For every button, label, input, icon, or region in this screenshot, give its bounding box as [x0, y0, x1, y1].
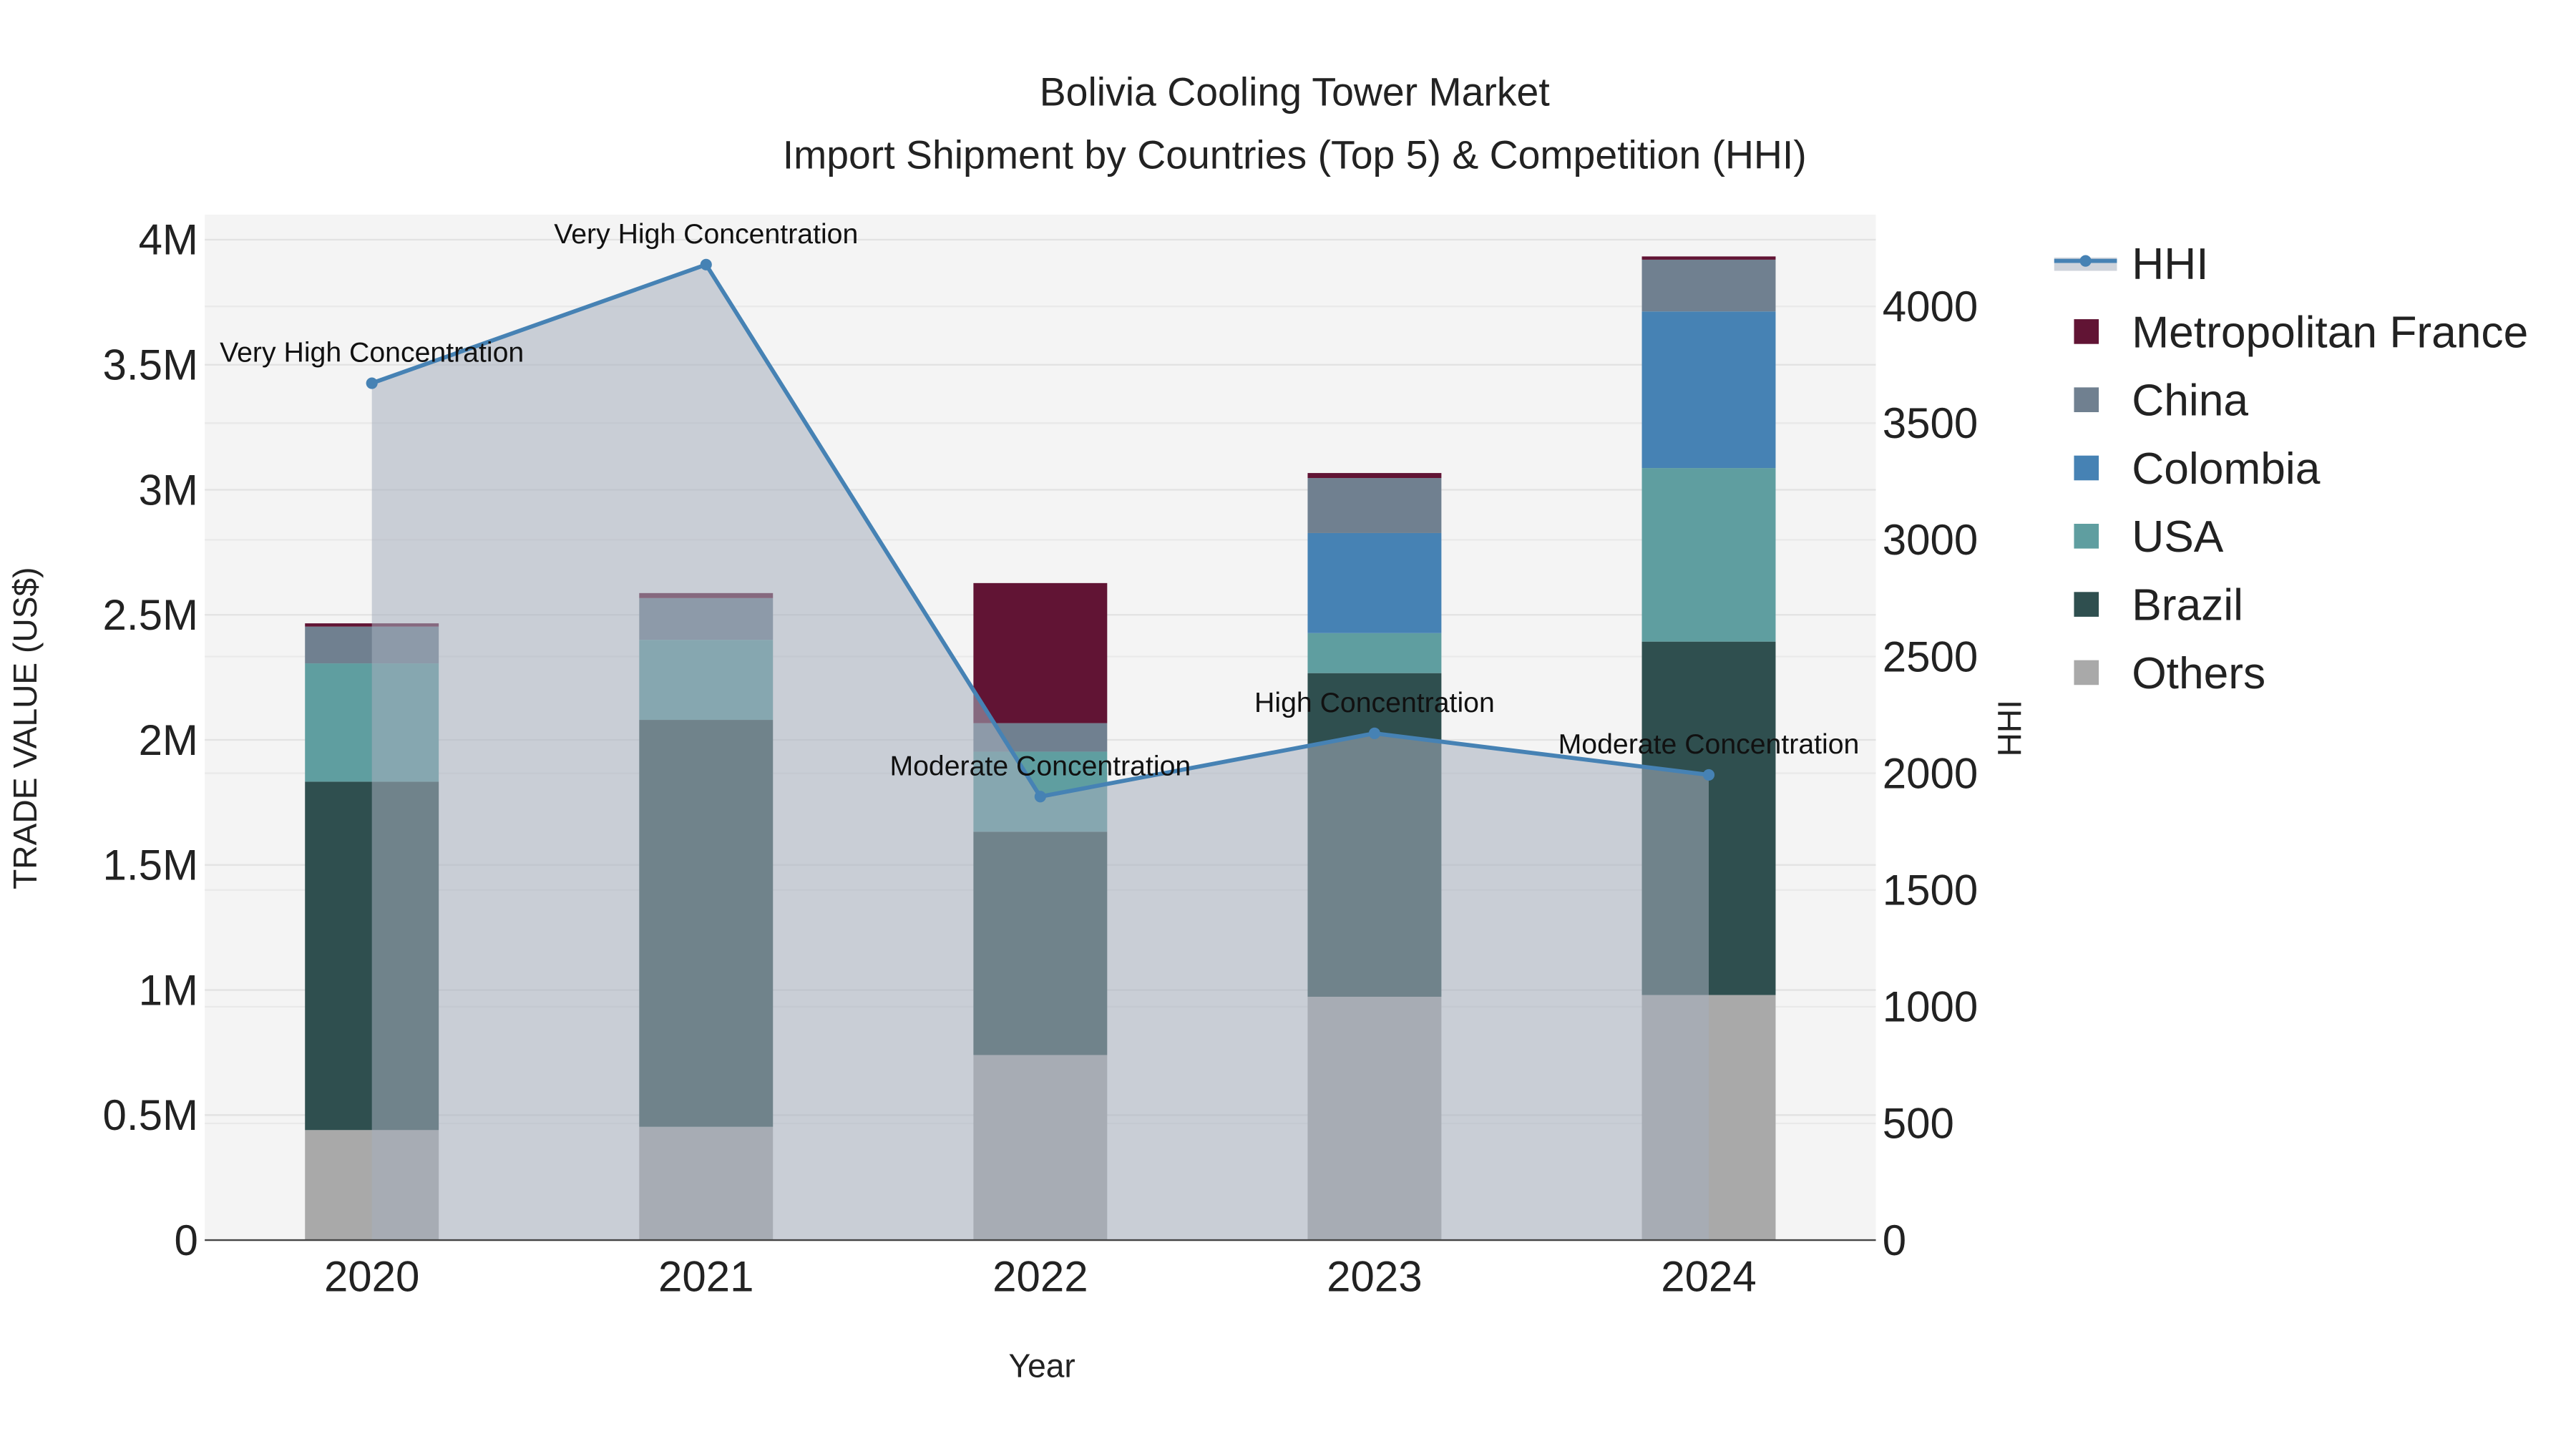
y2-tick-label: 3500	[1883, 399, 1978, 447]
y-tick-label: 3.5M	[103, 341, 198, 389]
legend-label: Brazil	[2132, 581, 2243, 630]
legend-swatch	[2074, 660, 2099, 686]
y2-tick-label: 3000	[1883, 516, 1978, 564]
y2-tick-label: 4000	[1883, 283, 1978, 331]
legend-label: China	[2132, 376, 2248, 426]
bar-metropolitan-france-2022[interactable]	[973, 582, 1108, 723]
hhi-annotation: Very High Concentration	[220, 337, 524, 369]
y-tick-label: 3M	[139, 466, 198, 514]
hhi-area	[371, 264, 1709, 1241]
y-tick-label: 1.5M	[103, 841, 198, 889]
chart-title: Bolivia Cooling Tower Market	[1040, 70, 1550, 114]
y-axis-label: TRADE VALUE (US$)	[6, 567, 44, 889]
x-tick-label: 2024	[1661, 1253, 1756, 1301]
legend-swatch	[2074, 319, 2099, 344]
bar-usa-2024[interactable]	[1641, 468, 1776, 642]
legend-swatch	[2074, 455, 2099, 481]
legend-label: USA	[2132, 512, 2224, 562]
hhi-point-2021[interactable]	[700, 258, 712, 270]
legend-item-brazil[interactable]: Brazil	[2074, 581, 2243, 630]
y-tick-label: 2M	[139, 716, 198, 764]
bar-metropolitan-france-2024[interactable]	[1641, 256, 1776, 260]
hhi-annotation: Moderate Concentration	[1558, 728, 1860, 760]
legend-label: Others	[2132, 649, 2265, 698]
chart-subtitle: Import Shipment by Countries (Top 5) & C…	[783, 132, 1807, 177]
hhi-point-2020[interactable]	[366, 377, 378, 389]
y2-tick-label: 2500	[1883, 633, 1978, 680]
y-tick-label: 0	[175, 1216, 198, 1264]
bar-metropolitan-france-2023[interactable]	[1307, 473, 1442, 479]
bar-colombia-2023[interactable]	[1307, 532, 1442, 633]
y2-tick-label: 2000	[1883, 749, 1978, 797]
legend-marker	[2079, 255, 2092, 267]
bar-china-2023[interactable]	[1307, 478, 1442, 533]
legend-item-metropolitan-france[interactable]: Metropolitan France	[2074, 308, 2528, 357]
x-tick-label: 2022	[992, 1253, 1088, 1301]
legend-swatch	[2074, 524, 2099, 549]
y2-tick-label: 0	[1883, 1216, 1906, 1264]
hhi-annotation: Moderate Concentration	[889, 750, 1191, 781]
y2-tick-label: 500	[1883, 1100, 1954, 1148]
y-tick-label: 0.5M	[103, 1091, 198, 1139]
legend-swatch	[2074, 592, 2099, 617]
hhi-annotation: High Concentration	[1254, 687, 1495, 718]
x-axis-label: Year	[1009, 1347, 1075, 1385]
x-tick-label: 2020	[324, 1253, 419, 1301]
legend-label: Colombia	[2132, 444, 2321, 494]
legend-label: Metropolitan France	[2132, 308, 2528, 357]
y-tick-label: 1M	[139, 966, 198, 1014]
bar-usa-2023[interactable]	[1307, 633, 1442, 673]
y2-tick-label: 1000	[1883, 983, 1978, 1031]
y2-axis-label: HHI	[1991, 700, 2029, 756]
y-tick-label: 2.5M	[103, 591, 198, 639]
hhi-point-2024[interactable]	[1702, 769, 1715, 781]
hhi-point-2023[interactable]	[1368, 727, 1380, 739]
legend-item-usa[interactable]: USA	[2074, 512, 2224, 562]
hhi-annotation: Very High Concentration	[554, 218, 858, 250]
legend-swatch	[2074, 387, 2099, 412]
legend-label: HHI	[2132, 240, 2208, 289]
legend-item-hhi[interactable]: HHI	[2054, 240, 2209, 289]
legend-item-colombia[interactable]: Colombia	[2074, 444, 2321, 494]
bar-colombia-2024[interactable]	[1641, 311, 1776, 469]
legend-item-others[interactable]: Others	[2074, 649, 2265, 698]
x-tick-label: 2023	[1327, 1253, 1422, 1301]
hhi-point-2022[interactable]	[1034, 791, 1046, 803]
bar-china-2024[interactable]	[1641, 259, 1776, 312]
y-tick-label: 4M	[139, 216, 198, 264]
legend-item-china[interactable]: China	[2074, 376, 2248, 426]
y2-tick-label: 1500	[1883, 867, 1978, 914]
x-tick-label: 2021	[658, 1253, 753, 1301]
